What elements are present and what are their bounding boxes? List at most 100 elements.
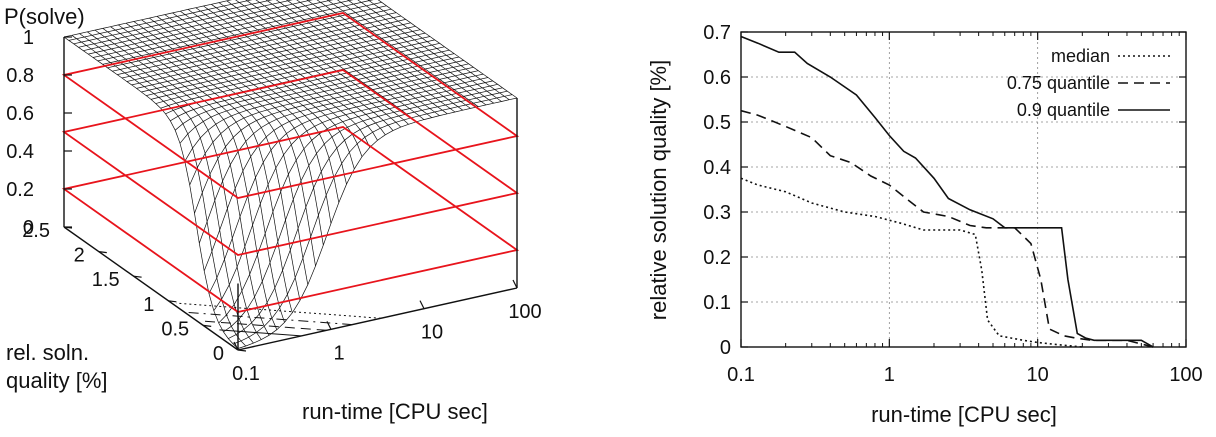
surface-3d-chart: P(solve) 1 0.8 0.6 0.4 0.2 0 2.5 2 1.5 1 0.5 0 0.1… (4, 0, 542, 424)
mesh-line-x (265, 0, 433, 118)
y-tick (98, 251, 107, 254)
z-tick-label: 0.2 (6, 179, 34, 201)
mesh-line-x (156, 16, 332, 224)
series-line-median (740, 177, 1083, 348)
mesh-line-x (286, 0, 448, 115)
y-axis-title: relative solution quality [%] (646, 60, 671, 320)
mesh-line-x (172, 12, 347, 185)
mesh-line-x (326, 0, 479, 107)
z-tick-label: 0 (23, 217, 34, 239)
y-tick-label: 2 (74, 245, 85, 267)
x-tick (419, 300, 425, 309)
mesh-line-x (94, 29, 270, 336)
mesh-line-x (211, 4, 386, 136)
mesh-line-x (226, 0, 402, 128)
mesh-line-x (141, 19, 316, 267)
z-tick-label: 1 (23, 27, 34, 49)
surface-mesh (63, 0, 518, 349)
x-tick-label: 0.1 (727, 364, 755, 386)
y-tick-label: 1 (143, 294, 154, 316)
mesh-line-x (316, 0, 471, 109)
mesh-line-x (235, 0, 409, 125)
y-tick-label: 0.3 (703, 202, 731, 224)
x-tick-label: 1 (333, 342, 344, 364)
red-probability-planes (61, 12, 520, 313)
y-tick-label: 0.5 (703, 112, 731, 134)
mesh-line-x (255, 0, 425, 120)
mesh-line-x (125, 22, 301, 301)
y-tick-label: 1.5 (92, 269, 120, 291)
x-axis-title: run-time [CPU sec] (871, 402, 1057, 427)
x-tick-label: 1 (884, 364, 895, 386)
z-tick-label: 0.6 (6, 103, 34, 125)
x-tick-label: 0.1 (232, 363, 260, 385)
x-tick (233, 341, 239, 351)
x-axis-title: run-time [CPU sec] (302, 399, 488, 424)
y-tick (203, 324, 212, 327)
y-tick-label: 0.6 (703, 67, 731, 89)
x-tick-label: 10 (1027, 364, 1049, 386)
floor-contour-line (219, 329, 302, 337)
y-tick-label: 0.1 (703, 292, 731, 314)
mesh-line-x (203, 5, 378, 141)
y-axis-title-line-2: quality [%] (6, 368, 108, 393)
axis-line (63, 226, 239, 351)
mesh-line-x (306, 0, 464, 111)
mesh-line-y (213, 80, 493, 311)
y-tick-label: 2.5 (22, 220, 50, 242)
z-axis-tick-labels: 1 0.8 0.6 0.4 0.2 0 (6, 27, 72, 239)
legend-label: 0.75 quantile (1007, 73, 1110, 93)
x-tick-label: 100 (1169, 364, 1202, 386)
y-tick (133, 275, 142, 278)
surface-floor-contours (176, 302, 381, 337)
y-tick-label: 0.4 (703, 157, 731, 179)
red-plane (61, 69, 520, 256)
y-tick-label: 0.5 (161, 318, 189, 340)
y-tick-label: 0.2 (703, 247, 731, 269)
mesh-line-x (187, 9, 363, 157)
surface-axes (63, 37, 518, 351)
grid-lines (741, 32, 1186, 347)
x-tick-label: 100 (508, 301, 541, 323)
mesh-line-x (195, 7, 371, 148)
mesh-line-x (63, 36, 239, 349)
y-tick (63, 226, 73, 229)
mesh-line-x (79, 33, 254, 344)
x-axis-tick-labels: 0.1 1 10 100 (727, 364, 1203, 386)
mesh-line-x (296, 0, 456, 113)
mesh-line-x (218, 2, 394, 131)
legend: median 0.75 quantile 0.9 quantile (1007, 46, 1170, 120)
series-lines (740, 35, 1154, 348)
y-tick-label: 0.7 (703, 22, 731, 44)
mesh-line-x (337, 0, 487, 106)
floor-contour-line (176, 302, 381, 319)
mesh-line-y (208, 77, 489, 294)
mesh-line-y (228, 90, 508, 339)
mesh-line-x (275, 0, 440, 116)
mesh-line-x (87, 31, 262, 340)
plot-frame (740, 31, 1187, 348)
floor-contour-line (188, 312, 353, 326)
y-axis-tick-labels: 0 0.1 0.2 0.3 0.4 0.5 0.6 0.7 (703, 22, 731, 359)
legend-label: median (1051, 46, 1110, 66)
floor-contour-line (203, 320, 327, 331)
mesh-line-x (377, 0, 518, 99)
mesh-line-x (149, 17, 324, 246)
quantile-line-chart: 0 0.1 0.2 0.3 0.4 0.5 0.6 0.7 0.1 1 10 100 median 0… (646, 22, 1203, 427)
x-tick (326, 321, 332, 330)
y-tick-label: 0 (720, 337, 731, 359)
x-tick-label: 10 (421, 322, 443, 344)
mesh-line-x (347, 0, 494, 104)
mesh-line-x (110, 26, 285, 323)
mesh-line-x (71, 35, 247, 347)
series-line-0-9-quantile (740, 35, 1154, 348)
tick-marks (740, 31, 1187, 348)
x-axis-tick-labels: 0.1 1 10 100 (232, 279, 542, 385)
y-axis-tick-labels: 2.5 2 1.5 1 0.5 0 (22, 220, 247, 365)
z-axis-title: P(solve) (4, 4, 85, 29)
mesh-line-x (164, 14, 340, 203)
series-line-0-75-quantile (740, 109, 1154, 348)
mesh-line-x (180, 10, 355, 169)
mesh-line-x (118, 24, 293, 313)
